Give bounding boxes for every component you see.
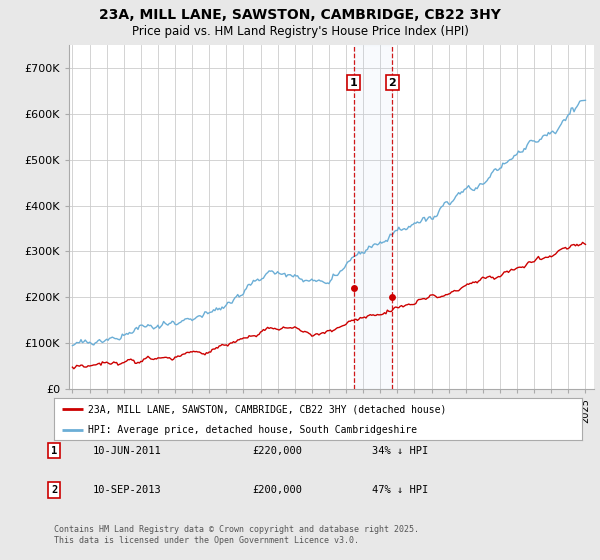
Text: HPI: Average price, detached house, South Cambridgeshire: HPI: Average price, detached house, Sout… [88,426,418,435]
Text: Contains HM Land Registry data © Crown copyright and database right 2025.
This d: Contains HM Land Registry data © Crown c… [54,525,419,545]
Text: 34% ↓ HPI: 34% ↓ HPI [372,446,428,456]
Text: Price paid vs. HM Land Registry's House Price Index (HPI): Price paid vs. HM Land Registry's House … [131,25,469,38]
Text: 10-SEP-2013: 10-SEP-2013 [93,485,162,495]
Text: 23A, MILL LANE, SAWSTON, CAMBRIDGE, CB22 3HY (detached house): 23A, MILL LANE, SAWSTON, CAMBRIDGE, CB22… [88,404,446,414]
Text: 10-JUN-2011: 10-JUN-2011 [93,446,162,456]
Text: 23A, MILL LANE, SAWSTON, CAMBRIDGE, CB22 3HY: 23A, MILL LANE, SAWSTON, CAMBRIDGE, CB22… [99,8,501,22]
Text: 2: 2 [388,78,396,88]
Text: 1: 1 [350,78,358,88]
Bar [354,45,392,389]
Text: 2: 2 [51,485,57,495]
Text: 47% ↓ HPI: 47% ↓ HPI [372,485,428,495]
Text: 1: 1 [51,446,57,456]
Text: £220,000: £220,000 [252,446,302,456]
Text: £200,000: £200,000 [252,485,302,495]
